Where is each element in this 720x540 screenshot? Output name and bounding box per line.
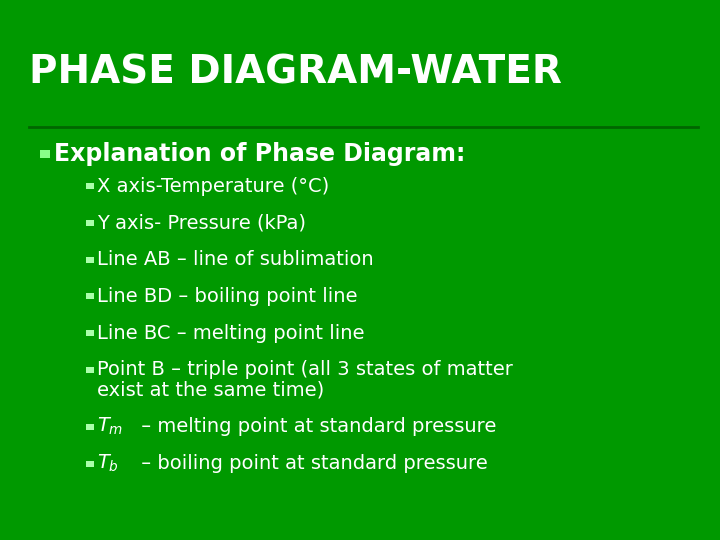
Bar <box>86 183 94 189</box>
Text: – melting point at standard pressure: – melting point at standard pressure <box>135 417 496 436</box>
Text: $T_{m}$: $T_{m}$ <box>97 416 123 437</box>
Text: PHASE DIAGRAM-WATER: PHASE DIAGRAM-WATER <box>29 54 562 92</box>
Text: Point B – triple point (all 3 states of matter: Point B – triple point (all 3 states of … <box>97 360 513 380</box>
Bar <box>86 461 94 467</box>
Text: – boiling point at standard pressure: – boiling point at standard pressure <box>135 454 487 473</box>
Text: Line BC – melting point line: Line BC – melting point line <box>97 323 365 343</box>
Text: Line BD – boiling point line: Line BD – boiling point line <box>97 287 358 306</box>
Bar <box>86 330 94 336</box>
Text: X axis-Temperature (°C): X axis-Temperature (°C) <box>97 177 330 196</box>
Bar <box>86 294 94 300</box>
Bar <box>86 367 94 373</box>
Bar <box>40 150 50 158</box>
Text: Explanation of Phase Diagram:: Explanation of Phase Diagram: <box>54 142 465 166</box>
Bar <box>86 424 94 430</box>
Bar <box>86 220 94 226</box>
Text: exist at the same time): exist at the same time) <box>97 381 325 400</box>
Text: Line AB – line of sublimation: Line AB – line of sublimation <box>97 250 374 269</box>
Bar <box>86 257 94 263</box>
Text: Y axis- Pressure (kPa): Y axis- Pressure (kPa) <box>97 213 306 233</box>
Text: $T_{b}$: $T_{b}$ <box>97 453 119 474</box>
